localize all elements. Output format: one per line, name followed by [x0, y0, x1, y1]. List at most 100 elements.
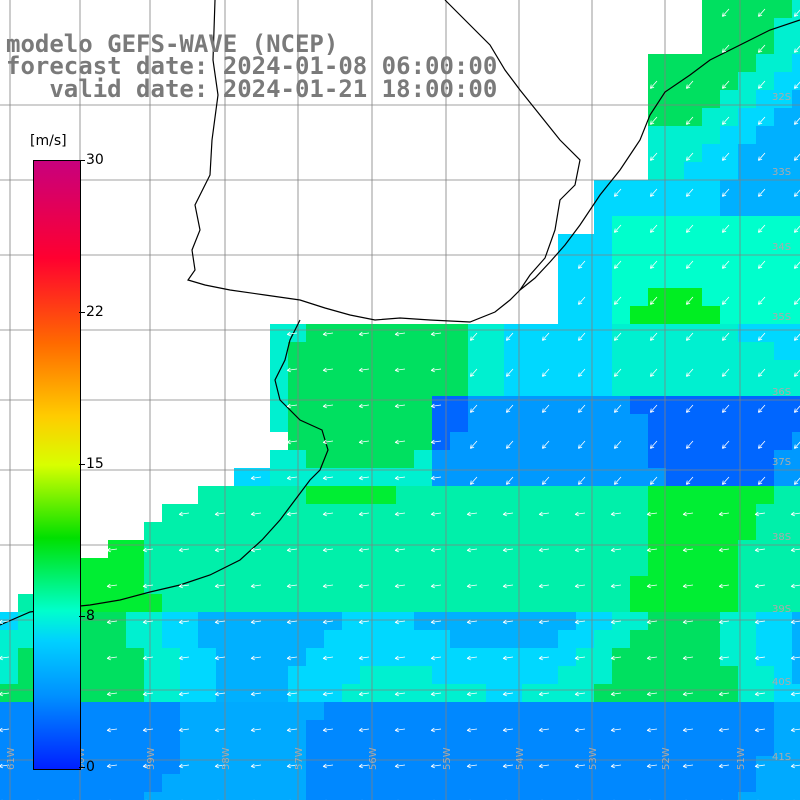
wind-cell [666, 594, 684, 612]
wind-arrow [577, 440, 586, 449]
wind-arrow [754, 763, 766, 769]
wind-cell [522, 396, 540, 414]
wind-cell [468, 792, 486, 800]
wind-arrow [322, 403, 334, 409]
wind-cell [414, 378, 432, 396]
wind-cell [792, 234, 800, 252]
wind-cell [666, 666, 684, 684]
wind-cell [378, 774, 396, 792]
wind-cell [324, 792, 342, 800]
wind-arrow [394, 655, 406, 661]
wind-cell [702, 108, 720, 126]
wind-cell [486, 756, 504, 774]
wind-cell [666, 684, 684, 702]
wind-cell [630, 450, 648, 468]
wind-arrow [790, 583, 800, 589]
wind-cell [540, 558, 558, 576]
wind-arrow [721, 224, 730, 233]
wind-cell [738, 774, 756, 792]
wind-cell [540, 630, 558, 648]
wind-cell [306, 432, 324, 450]
wind-cell [414, 504, 432, 522]
wind-cell [126, 738, 144, 756]
wind-cell [324, 450, 342, 468]
wind-cell [558, 288, 576, 306]
wind-cell [126, 540, 144, 558]
wind-cell [432, 450, 450, 468]
wind-cell [342, 756, 360, 774]
wind-cell [756, 666, 774, 684]
forecast-date: forecast date: 2024-01-08 06:00:00 [6, 52, 498, 80]
wind-cell [558, 450, 576, 468]
wind-arrow [718, 511, 730, 517]
wind-cell [468, 666, 486, 684]
wind-cell [504, 738, 522, 756]
wind-cell [414, 774, 432, 792]
wind-cell [630, 486, 648, 504]
wind-cell [684, 486, 702, 504]
wind-cell [468, 594, 486, 612]
wind-arrow [178, 547, 190, 553]
wind-cell [630, 414, 648, 432]
wind-cell [756, 450, 774, 468]
wind-arrow [358, 475, 370, 481]
wind-cell [720, 522, 738, 540]
wind-cell [594, 234, 612, 252]
wind-cell [414, 702, 432, 720]
wind-cell [90, 756, 108, 774]
wind-cell [360, 450, 378, 468]
wind-arrow [430, 583, 442, 589]
wind-cell [432, 342, 450, 360]
wind-arrow [286, 367, 298, 373]
wind-cell [774, 414, 792, 432]
wind-cell [774, 126, 792, 144]
wind-arrow [469, 368, 478, 377]
wind-cell [234, 576, 252, 594]
wind-cell [18, 792, 36, 800]
wind-cell [774, 0, 792, 18]
wind-cell [792, 396, 800, 414]
wind-cell [450, 450, 468, 468]
wind-cell [648, 702, 666, 720]
wind-cell [648, 342, 666, 360]
wind-cell [648, 558, 666, 576]
wind-cell [198, 504, 216, 522]
wind-cell [738, 54, 756, 72]
wind-cell [666, 288, 684, 306]
wind-cell [594, 270, 612, 288]
wind-cell [126, 720, 144, 738]
wind-cell [792, 432, 800, 450]
wind-cell [342, 648, 360, 666]
wind-cell [630, 432, 648, 450]
wind-arrow [106, 727, 118, 733]
wind-cell [576, 666, 594, 684]
wind-cell [720, 414, 738, 432]
wind-cell [90, 648, 108, 666]
wind-cell [738, 738, 756, 756]
wind-arrow [505, 440, 514, 449]
wind-cell [702, 792, 720, 800]
wind-cell [666, 126, 684, 144]
wind-arrow [790, 511, 800, 517]
wind-cell [594, 576, 612, 594]
wind-cell [792, 630, 800, 648]
wind-cell [180, 630, 198, 648]
wind-cell [666, 414, 684, 432]
wind-arrow [358, 619, 370, 625]
wind-cell [180, 702, 198, 720]
wind-arrow [178, 727, 190, 733]
wind-cell [378, 324, 396, 342]
wind-cell [342, 558, 360, 576]
wind-arrow [610, 655, 622, 661]
wind-cell [486, 432, 504, 450]
wind-cell [234, 558, 252, 576]
wind-cell [90, 684, 108, 702]
wind-arrow [646, 511, 658, 517]
wind-cell [270, 414, 288, 432]
wind-cell [432, 522, 450, 540]
wind-cell [396, 522, 414, 540]
wind-arrow [469, 440, 478, 449]
wind-cell [162, 684, 180, 702]
wind-cell [180, 774, 198, 792]
wind-arrow [430, 727, 442, 733]
